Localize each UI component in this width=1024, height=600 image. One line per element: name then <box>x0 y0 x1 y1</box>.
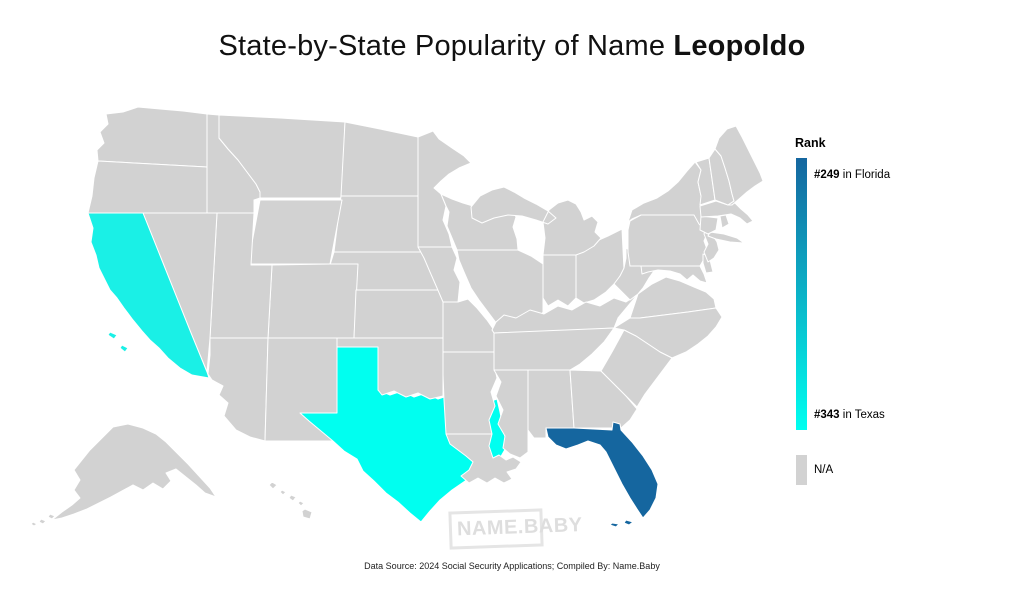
state-ks[interactable] <box>353 289 444 339</box>
watermark-text: NAME.BABY <box>456 513 583 541</box>
legend-min-label: #343 in Texas <box>814 409 885 421</box>
state-hi[interactable] <box>268 481 313 520</box>
legend-max-label: #249 in Florida <box>814 169 890 181</box>
page-title-prefix: State-by-State Popularity of Name <box>218 30 674 62</box>
watermark-box: NAME.BABY <box>448 508 583 550</box>
state-nd[interactable] <box>340 121 419 197</box>
legend-heading: Rank <box>795 136 826 150</box>
legend-min-rest: in Texas <box>839 409 885 421</box>
state-ca[interactable] <box>87 212 210 379</box>
legend-na-label: N/A <box>814 464 834 476</box>
state-ak[interactable] <box>30 423 217 527</box>
state-mi[interactable] <box>470 186 602 256</box>
state-ms[interactable] <box>493 369 529 459</box>
legend-na-swatch <box>796 455 807 485</box>
legend-gradient-bar <box>796 158 807 430</box>
legend-max-rank: #249 <box>814 169 840 181</box>
state-ar[interactable] <box>442 351 499 435</box>
state-ri[interactable] <box>719 214 730 229</box>
state-or[interactable] <box>87 160 208 214</box>
state-md[interactable] <box>640 265 708 284</box>
legend-max-rest: in Florida <box>839 169 891 181</box>
state-co[interactable] <box>267 263 359 339</box>
state-in[interactable] <box>542 254 577 307</box>
legend-min-rank: #343 <box>814 409 840 421</box>
state-la[interactable] <box>445 433 522 484</box>
state-ct[interactable] <box>699 215 719 235</box>
page-title-name: Leopoldo <box>673 30 806 62</box>
state-pa[interactable] <box>627 214 710 267</box>
state-sd[interactable] <box>333 195 429 253</box>
data-source-note: Data Source: 2024 Social Security Applic… <box>364 561 660 571</box>
state-mt[interactable] <box>218 114 346 199</box>
state-mn[interactable] <box>417 130 472 248</box>
state-wy[interactable] <box>247 199 343 265</box>
state-sc[interactable] <box>600 329 673 408</box>
state-az[interactable] <box>207 337 269 442</box>
state-me[interactable] <box>714 125 764 206</box>
state-tn[interactable] <box>493 327 615 371</box>
page-title: State-by-State Popularity of Name Leopol… <box>0 30 1024 63</box>
state-fl[interactable] <box>545 421 659 528</box>
state-wa[interactable] <box>96 106 208 168</box>
states-layer <box>30 106 764 528</box>
